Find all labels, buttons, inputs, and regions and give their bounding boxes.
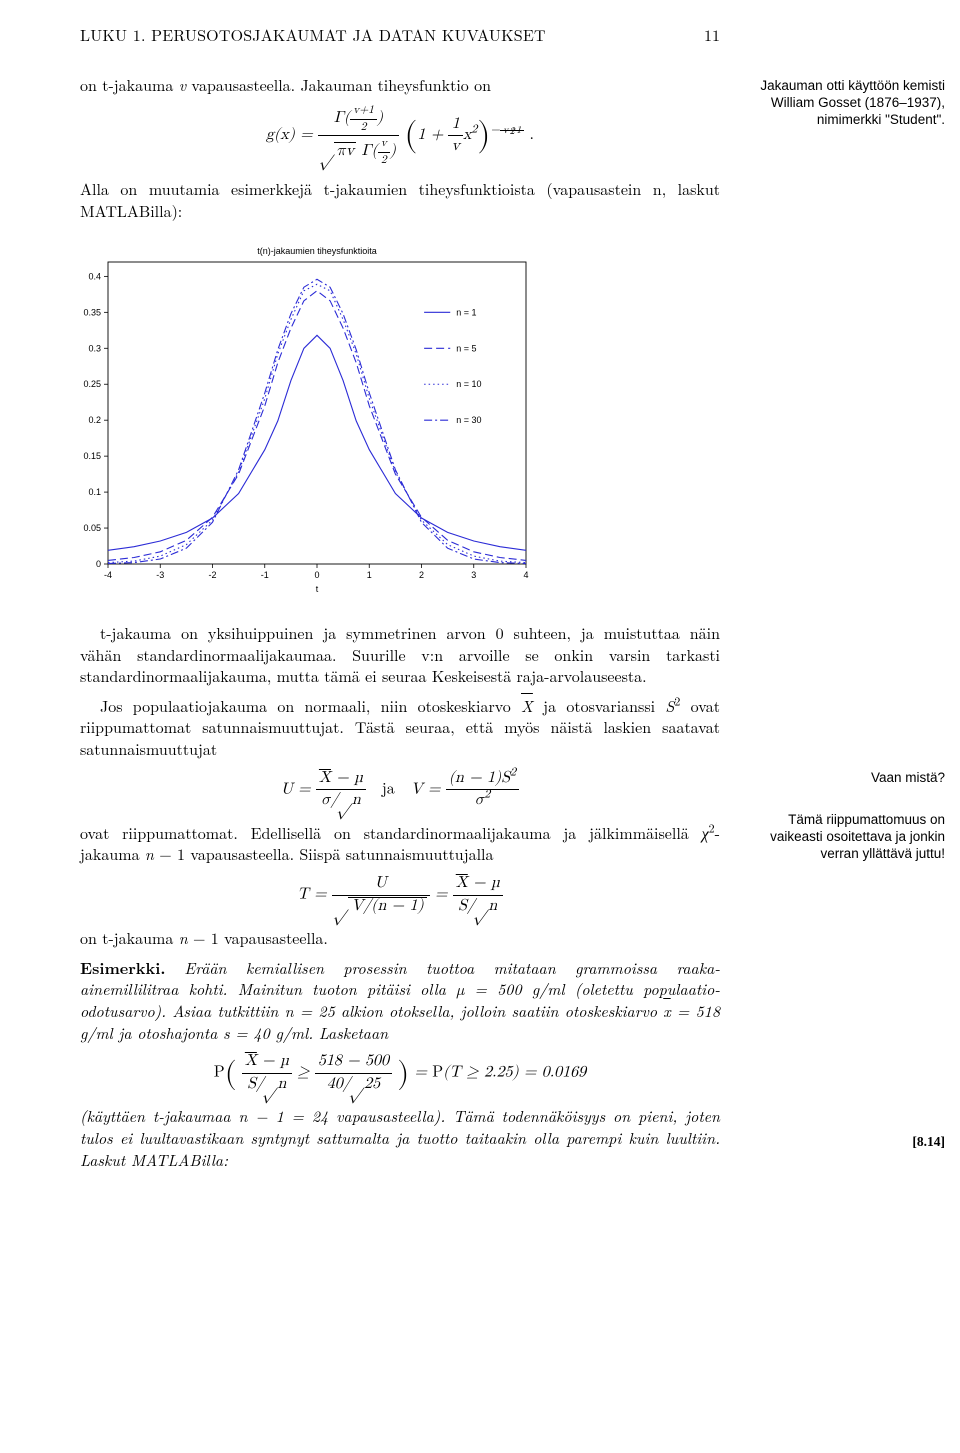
svg-text:0.2: 0.2 [88,415,101,425]
svg-text:2: 2 [419,570,424,580]
page-number: 11 [704,24,720,46]
para-normaali: Jos populaatiojakauma on normaali, niin … [80,695,720,760]
t-density-chart: t(n)-jakaumien tiheysfunktioita -4 -3 -2 -1 0… [60,238,700,603]
para-intro: on t-jakauma v vapausasteella. Jakauman … [80,74,720,96]
svg-text:0: 0 [96,559,101,569]
svg-text:0.25: 0.25 [83,379,101,389]
para-below-formula: Alla on muutamia esimerkkejä t-jakaumien… [80,178,720,221]
svg-text:-4: -4 [104,570,112,580]
formula-T: T = U √V/(n − 1) = X − µ S/√n [80,873,720,917]
formula-probability: P( X − µ S/√n ≥ 518 − 500 40/√25 ) = P(T… [80,1051,720,1095]
formula-density: g(x) = Γ(v+12) √πv Γ(v2) (1 + 1vx2)−v+12… [80,103,720,168]
svg-text:0.1: 0.1 [88,487,101,497]
svg-text:n = 10: n = 10 [456,379,481,389]
svg-text:0.4: 0.4 [88,271,101,281]
example-tail: (käyttäen t-jakaumaa n − 1 = 24 vapausas… [80,1105,720,1170]
para-t-jakauma-n-1: on t-jakauma n − 1 vapausasteella. [80,927,720,949]
para-riippumattomat: ovat riippumattomat. Edellisellä on stan… [80,822,720,865]
svg-text:0.05: 0.05 [83,523,101,533]
svg-text:t(n)-jakaumien tiheysfunktioit: t(n)-jakaumien tiheysfunktioita [257,246,377,256]
margin-note-gosset: Jakauman otti käyttöön kemisti William G… [740,78,945,129]
svg-text:0: 0 [314,570,319,580]
svg-text:-1: -1 [261,570,269,580]
example-paragraph: Esimerkki. Erään kemiallisen prosessin t… [80,957,720,1043]
running-head-left: LUKU 1. PERUSOTOSJAKAUMAT JA DATAN KUVAU… [80,24,546,46]
svg-text:0.35: 0.35 [83,307,101,317]
svg-text:1: 1 [367,570,372,580]
para-symmetric: t-jakauma on yksihuippuinen ja symmetrin… [80,622,720,687]
svg-text:0.15: 0.15 [83,451,101,461]
svg-text:n = 1: n = 1 [456,307,476,317]
margin-note-riippumattomuus: Tämä riippumattomuus on vaikeasti osoite… [740,812,945,863]
formula-U-V: U = X − µ σ/√n ja V = (n − 1)S2 σ2 [80,768,720,812]
svg-text:n = 30: n = 30 [456,415,481,425]
svg-text:t: t [316,584,319,594]
running-head: LUKU 1. PERUSOTOSJAKAUMAT JA DATAN KUVAU… [80,24,720,46]
example-body: Erään kemiallisen prosessin tuottoa mita… [80,956,720,1044]
example-ref: [8.14] [740,1134,945,1151]
margin-note-vaan-mista: Vaan mistä? [740,770,945,787]
svg-text:-3: -3 [156,570,164,580]
example-label: Esimerkki. [80,956,165,979]
svg-text:n = 5: n = 5 [456,343,476,353]
svg-text:4: 4 [523,570,528,580]
svg-text:-2: -2 [208,570,216,580]
svg-text:0.3: 0.3 [88,343,101,353]
svg-text:3: 3 [471,570,476,580]
